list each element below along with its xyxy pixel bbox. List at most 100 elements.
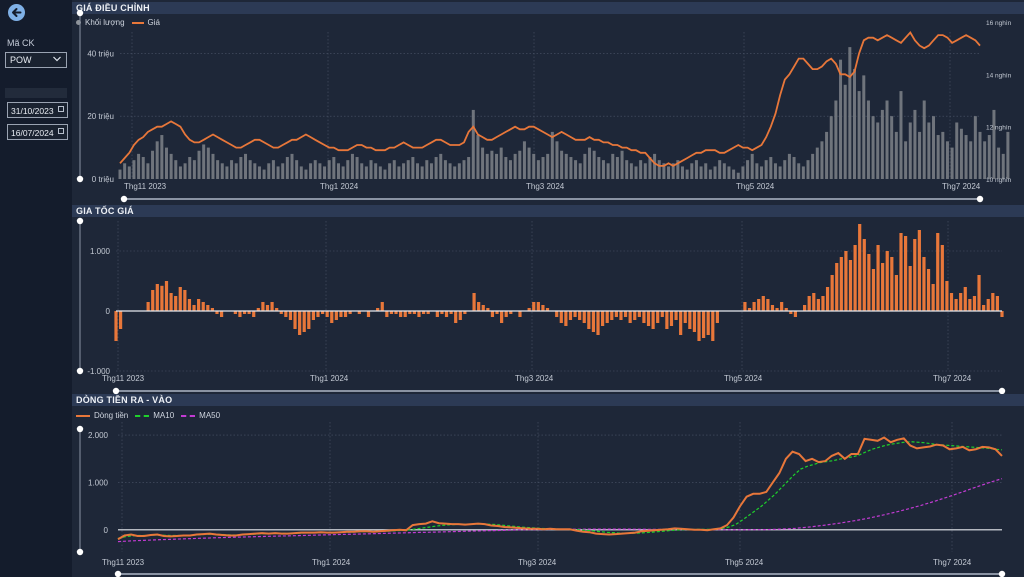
volume-bar: [750, 153, 754, 179]
acceleration-bar: [945, 281, 949, 311]
volume-bar: [811, 153, 815, 179]
volume-bar: [964, 135, 968, 179]
horizontal-zoom-handle-right[interactable]: [998, 570, 1006, 577]
volume-bar: [708, 169, 712, 179]
calendar-icon: [58, 106, 64, 112]
volume-bar: [341, 166, 345, 179]
x-tick-label: Thg1 2024: [312, 558, 351, 567]
acceleration-bar: [174, 296, 178, 311]
vertical-zoom-handle-bottom[interactable]: [76, 367, 84, 375]
volume-bar: [457, 163, 461, 179]
volume-bar: [429, 163, 433, 179]
volume-bar: [285, 157, 289, 179]
volume-bar: [890, 116, 894, 179]
volume-bar: [257, 166, 261, 179]
x-tick-label: Thg7 2024: [933, 558, 972, 567]
acceleration-bar: [252, 311, 256, 317]
ticker-select[interactable]: POW: [5, 52, 67, 68]
acceleration-bar: [780, 302, 784, 311]
horizontal-zoom-handle-right[interactable]: [976, 195, 984, 203]
acceleration-bar: [954, 299, 958, 311]
volume-bar: [271, 160, 275, 179]
acceleration-bar: [894, 275, 899, 311]
acceleration-bar: [477, 302, 481, 311]
volume-bar: [746, 160, 750, 179]
volume-bar: [499, 147, 503, 179]
volume-bar: [1006, 131, 1010, 179]
date-to-field[interactable]: 16/07/2024: [7, 124, 68, 140]
volume-bar: [894, 131, 898, 179]
volume-bar: [155, 141, 159, 179]
acceleration-bar: [761, 296, 765, 311]
vertical-zoom-handle-bottom[interactable]: [76, 548, 84, 556]
acceleration-bar: [825, 287, 830, 311]
vertical-zoom-handle-top[interactable]: [76, 425, 84, 433]
horizontal-zoom-handle-right[interactable]: [998, 387, 1006, 395]
acceleration-bar: [293, 311, 297, 329]
volume-bar: [676, 160, 680, 179]
volume-bar: [722, 163, 726, 179]
acceleration-bar: [633, 311, 637, 320]
acceleration-bar: [183, 290, 187, 311]
volume-bar: [936, 135, 940, 179]
acceleration-bar: [757, 299, 761, 311]
acceleration-bar: [596, 311, 600, 335]
legend-ma10-label: MA10: [153, 411, 175, 420]
acceleration-bar: [197, 299, 201, 311]
volume-bar: [244, 153, 248, 179]
volume-bar: [992, 109, 996, 179]
acceleration-bar: [449, 311, 453, 314]
acceleration-bar: [885, 251, 889, 311]
acceleration-bar: [991, 293, 995, 311]
acceleration-bar: [284, 311, 288, 317]
ticker-label: Mã CK: [7, 38, 35, 48]
acceleration-bar: [642, 311, 646, 323]
volume-bar: [606, 163, 610, 179]
volume-bar: [569, 157, 573, 179]
volume-bar: [801, 166, 805, 179]
volume-bar: [643, 163, 647, 179]
acceleration-bar: [972, 296, 977, 311]
legend-ma10-marker: [135, 414, 150, 417]
acceleration-bar: [504, 311, 508, 317]
date-from-field[interactable]: 31/10/2023: [7, 102, 68, 118]
acceleration-bar: [770, 305, 775, 311]
acceleration-bar: [743, 302, 747, 311]
acceleration-bar: [146, 302, 150, 311]
price-panel-title: GIÁ ĐIỀU CHỈNH: [76, 3, 150, 13]
volume-bar: [309, 163, 313, 179]
volume-bar: [922, 100, 926, 179]
vertical-zoom-handle-bottom[interactable]: [76, 175, 84, 183]
volume-bar: [411, 157, 415, 179]
vertical-zoom-handle-top[interactable]: [76, 217, 84, 225]
acceleration-bar: [366, 311, 371, 317]
acceleration-bar: [656, 311, 660, 323]
volume-bar: [164, 147, 168, 179]
horizontal-zoom-handle-left[interactable]: [114, 570, 122, 577]
volume-bar: [959, 128, 963, 179]
horizontal-zoom-handle-left[interactable]: [112, 387, 120, 395]
back-button[interactable]: [8, 4, 25, 21]
cashflow-panel-header: DÒNG TIỀN RA - VÀO: [72, 394, 1024, 406]
acceleration-bar: [316, 311, 320, 317]
acceleration-bar: [463, 311, 467, 314]
vertical-zoom-handle-top[interactable]: [76, 9, 84, 17]
acceleration-bar: [853, 245, 857, 311]
volume-bar: [295, 160, 299, 179]
horizontal-zoom-handle-left[interactable]: [120, 195, 128, 203]
acceleration-bar: [275, 308, 279, 311]
volume-bar: [216, 160, 220, 179]
x-tick-label: Thg1 2024: [320, 182, 359, 191]
volume-bar: [615, 157, 619, 179]
sidebar: Mã CK POW 31/10/2023 16/07/2024: [0, 0, 72, 577]
volume-bar: [866, 100, 870, 179]
x-tick-label: Thg11 2023: [124, 182, 167, 191]
volume-bar: [188, 157, 192, 179]
acceleration-bar: [206, 305, 210, 311]
volume-bar: [625, 160, 629, 179]
acceleration-bar: [307, 311, 311, 329]
volume-bar: [797, 163, 801, 179]
volume-bar: [392, 160, 396, 179]
calendar-icon: [58, 128, 64, 134]
volume-bar: [527, 147, 531, 179]
